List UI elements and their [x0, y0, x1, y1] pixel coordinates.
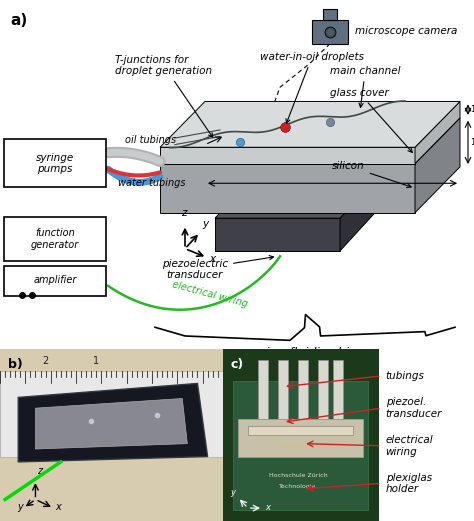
FancyBboxPatch shape	[4, 217, 106, 260]
Text: 1: 1	[93, 356, 99, 366]
Text: Technologie: Technologie	[280, 484, 317, 489]
Polygon shape	[340, 177, 378, 251]
Text: y: y	[17, 502, 23, 512]
Text: z: z	[244, 520, 248, 521]
Text: a): a)	[10, 13, 27, 28]
Polygon shape	[215, 177, 378, 218]
Text: electrical
wiring: electrical wiring	[385, 435, 433, 456]
Text: piezoel.
transducer: piezoel. transducer	[385, 398, 442, 419]
Text: plexiglas
holder: plexiglas holder	[385, 473, 432, 494]
Text: z: z	[37, 466, 43, 476]
Text: x: x	[209, 254, 215, 264]
Text: y: y	[230, 488, 235, 497]
Polygon shape	[233, 381, 368, 510]
Polygon shape	[0, 349, 223, 521]
Polygon shape	[318, 360, 328, 419]
Text: 2: 2	[43, 356, 49, 366]
Text: water tubings: water tubings	[118, 178, 185, 188]
Text: silicon: silicon	[332, 161, 411, 188]
Text: Hochschule Zürich: Hochschule Zürich	[269, 474, 328, 478]
Text: electrical wiring: electrical wiring	[171, 280, 249, 309]
Polygon shape	[36, 399, 187, 449]
Text: tubings: tubings	[385, 371, 424, 381]
Polygon shape	[415, 102, 460, 164]
Polygon shape	[333, 360, 343, 419]
Text: main channel: main channel	[330, 66, 401, 107]
Text: x: x	[265, 503, 270, 512]
Polygon shape	[238, 419, 364, 456]
Polygon shape	[278, 360, 288, 419]
Text: water-in-oil droplets: water-in-oil droplets	[260, 52, 364, 123]
Polygon shape	[0, 370, 223, 456]
Text: c): c)	[231, 357, 244, 370]
Text: x: x	[55, 502, 62, 512]
Text: z: z	[181, 208, 186, 218]
Polygon shape	[258, 360, 268, 419]
Polygon shape	[215, 218, 340, 251]
Polygon shape	[298, 360, 308, 419]
Text: 2 mm: 2 mm	[310, 187, 335, 195]
Polygon shape	[18, 383, 208, 462]
Polygon shape	[379, 349, 474, 521]
Text: 1 mm: 1 mm	[471, 138, 474, 147]
Polygon shape	[415, 118, 460, 213]
Polygon shape	[323, 9, 337, 20]
Text: y: y	[202, 219, 208, 229]
Polygon shape	[312, 20, 348, 44]
Polygon shape	[160, 164, 415, 213]
Text: microfluidic chip: microfluidic chip	[254, 347, 356, 360]
Text: piezoelectric
transducer: piezoelectric transducer	[162, 256, 273, 280]
Polygon shape	[160, 147, 415, 164]
Text: microscope camera: microscope camera	[355, 26, 457, 35]
Text: amplifier: amplifier	[33, 275, 77, 286]
FancyBboxPatch shape	[4, 139, 106, 187]
Text: glass cover: glass cover	[330, 88, 412, 153]
Text: function
generator: function generator	[31, 228, 79, 250]
Text: b): b)	[8, 357, 23, 370]
FancyBboxPatch shape	[4, 266, 106, 295]
Polygon shape	[248, 426, 354, 435]
Polygon shape	[160, 118, 460, 164]
Text: T-junctions for
droplet generation: T-junctions for droplet generation	[115, 55, 213, 138]
Polygon shape	[223, 349, 379, 521]
Text: syringe
pumps: syringe pumps	[36, 153, 74, 175]
Text: oil tubings: oil tubings	[125, 134, 176, 145]
Text: 1 mm: 1 mm	[471, 105, 474, 114]
Polygon shape	[160, 102, 460, 147]
